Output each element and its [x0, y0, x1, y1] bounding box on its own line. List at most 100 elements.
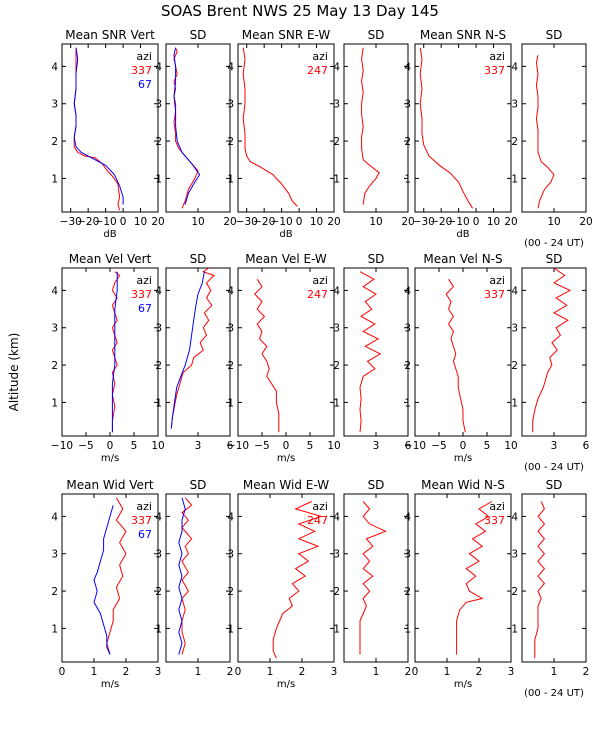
ut-note: (00 - 24 UT)	[524, 688, 584, 699]
legend-item: 337	[484, 288, 505, 301]
x-tick-label: 10	[134, 216, 147, 228]
x-tick-label: 10	[369, 216, 382, 228]
x-tick-label: 20	[151, 216, 164, 228]
y-tick-label: 1	[511, 397, 518, 409]
panel-snr-3: SD 1 2 3 4 10 20	[333, 28, 414, 228]
x-tick-label: 10	[151, 440, 164, 452]
y-tick-label: 4	[511, 285, 518, 297]
panel-frame	[61, 493, 159, 663]
y-tick-label: 4	[227, 61, 234, 73]
x-tick-label: 3	[508, 666, 515, 678]
legend-item: 67	[138, 302, 152, 315]
legend-head: azi	[136, 500, 152, 513]
y-tick-label: 2	[404, 360, 411, 372]
panel-wid-3: SD 1 2 3 4 1 2	[333, 478, 411, 678]
y-tick-label: 3	[404, 323, 411, 335]
panel-snr-1: SD 1 2 3 4 10 20	[155, 28, 236, 228]
legend-head: azi	[136, 274, 152, 287]
y-tick-label: 3	[155, 323, 162, 335]
y-tick-label: 1	[511, 173, 518, 185]
series-line-0	[361, 47, 380, 205]
legend-item: 247	[307, 64, 328, 77]
x-tick-label: 0	[59, 666, 66, 678]
y-tick-label: 2	[51, 360, 58, 372]
panel-vel-3: SD 1 2 3 4 3 6	[333, 252, 411, 452]
x-tick-label: 2	[405, 666, 412, 678]
x-tick-label: 10	[191, 216, 204, 228]
y-tick-label: 1	[155, 397, 162, 409]
x-tick-label: 6	[227, 440, 234, 452]
x-tick-label: 10	[310, 216, 323, 228]
x-tick-label: 10	[327, 440, 340, 452]
x-tick-label: 1	[195, 666, 202, 678]
x-axis-label: m/s	[454, 453, 472, 464]
y-tick-label: 1	[333, 173, 340, 185]
y-tick-label: 3	[511, 323, 518, 335]
y-tick-label: 4	[333, 511, 340, 523]
series-line-0	[359, 501, 387, 655]
y-tick-label: 4	[404, 285, 411, 297]
x-tick-label: 1	[267, 666, 274, 678]
panel-frame	[521, 43, 587, 213]
y-tick-label: 4	[155, 285, 162, 297]
panel-title: Mean SNR E-W	[242, 28, 331, 42]
y-tick-label: 4	[333, 285, 340, 297]
panel-title: SD	[190, 478, 207, 492]
x-tick-label: −5	[431, 440, 446, 452]
legend-item: 337	[131, 64, 152, 77]
legend-item: 247	[307, 514, 328, 527]
x-tick-label: 10	[504, 440, 517, 452]
y-axis-label: Altitude (km)	[7, 333, 21, 412]
x-tick-label: 5	[131, 440, 138, 452]
panel-title: SD	[546, 478, 563, 492]
series-line-0	[419, 47, 474, 209]
y-tick-label: 3	[333, 323, 340, 335]
ut-note: (00 - 24 UT)	[524, 462, 584, 473]
y-tick-label: 2	[333, 136, 340, 148]
x-tick-label: 0	[473, 216, 480, 228]
x-tick-label: 1	[91, 666, 98, 678]
panel-frame	[521, 493, 587, 663]
y-tick-label: 2	[511, 360, 518, 372]
x-tick-label: 0	[296, 216, 303, 228]
y-tick-label: 1	[51, 173, 58, 185]
x-axis-label: m/s	[101, 679, 119, 690]
series-line-1	[170, 271, 205, 429]
y-tick-label: 1	[155, 173, 162, 185]
legend-head: azi	[312, 274, 328, 287]
x-tick-label: 0	[107, 440, 114, 452]
x-tick-label: 3	[331, 666, 338, 678]
panel-frame	[414, 43, 512, 213]
x-tick-label: 0	[120, 216, 127, 228]
x-tick-label: 2	[227, 666, 234, 678]
x-tick-label: −20	[77, 216, 99, 228]
series-line-0	[272, 501, 323, 659]
series-line-0	[181, 497, 193, 655]
y-tick-label: 2	[511, 136, 518, 148]
series-line-0	[111, 271, 121, 433]
panel-title: Mean Vel N-S	[423, 252, 502, 266]
x-tick-label: −30	[60, 216, 82, 228]
series-line-0	[106, 497, 127, 655]
y-tick-label: 1	[404, 173, 411, 185]
x-tick-label: 0	[412, 666, 419, 678]
y-tick-label: 4	[404, 511, 411, 523]
legend-item: 337	[131, 514, 152, 527]
legend-item: 337	[484, 64, 505, 77]
x-tick-label: −10	[95, 216, 117, 228]
panel-frame	[237, 43, 335, 213]
y-tick-label: 2	[227, 136, 234, 148]
y-tick-label: 3	[511, 99, 518, 111]
panel-frame	[414, 493, 512, 663]
x-tick-label: 5	[307, 440, 314, 452]
y-tick-label: 3	[404, 99, 411, 111]
y-tick-label: 1	[511, 623, 518, 635]
y-tick-label: 1	[404, 623, 411, 635]
y-tick-label: 3	[155, 99, 162, 111]
x-axis-label: dB	[279, 229, 292, 240]
y-tick-label: 4	[51, 61, 58, 73]
